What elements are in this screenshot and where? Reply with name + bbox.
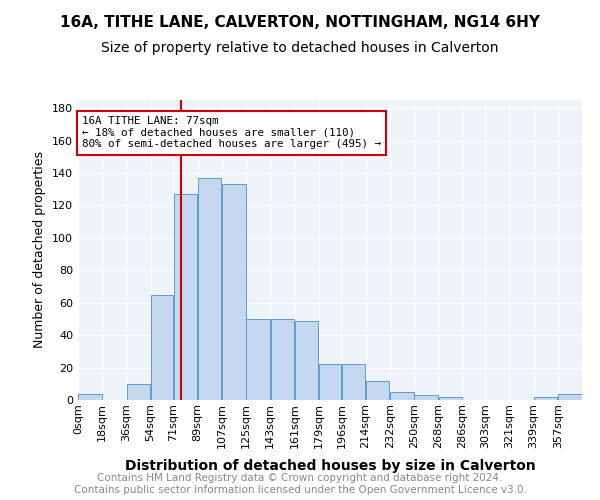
- Bar: [247, 319, 270, 400]
- Bar: [198, 178, 221, 400]
- Bar: [174, 194, 197, 400]
- Text: Contains HM Land Registry data © Crown copyright and database right 2024.
Contai: Contains HM Land Registry data © Crown c…: [74, 474, 526, 495]
- Bar: [390, 392, 413, 400]
- Bar: [558, 394, 581, 400]
- Text: 16A TITHE LANE: 77sqm
← 18% of detached houses are smaller (110)
80% of semi-det: 16A TITHE LANE: 77sqm ← 18% of detached …: [82, 116, 381, 150]
- X-axis label: Distribution of detached houses by size in Calverton: Distribution of detached houses by size …: [125, 459, 535, 473]
- Text: Size of property relative to detached houses in Calverton: Size of property relative to detached ho…: [101, 41, 499, 55]
- Bar: [366, 380, 389, 400]
- Bar: [271, 319, 294, 400]
- Bar: [79, 394, 102, 400]
- Bar: [151, 294, 173, 400]
- Bar: [342, 364, 365, 400]
- Bar: [222, 184, 245, 400]
- Text: 16A, TITHE LANE, CALVERTON, NOTTINGHAM, NG14 6HY: 16A, TITHE LANE, CALVERTON, NOTTINGHAM, …: [60, 15, 540, 30]
- Bar: [295, 320, 318, 400]
- Bar: [127, 384, 150, 400]
- Bar: [583, 395, 600, 400]
- Bar: [319, 364, 341, 400]
- Bar: [439, 397, 462, 400]
- Bar: [534, 397, 557, 400]
- Bar: [415, 395, 438, 400]
- Y-axis label: Number of detached properties: Number of detached properties: [34, 152, 46, 348]
